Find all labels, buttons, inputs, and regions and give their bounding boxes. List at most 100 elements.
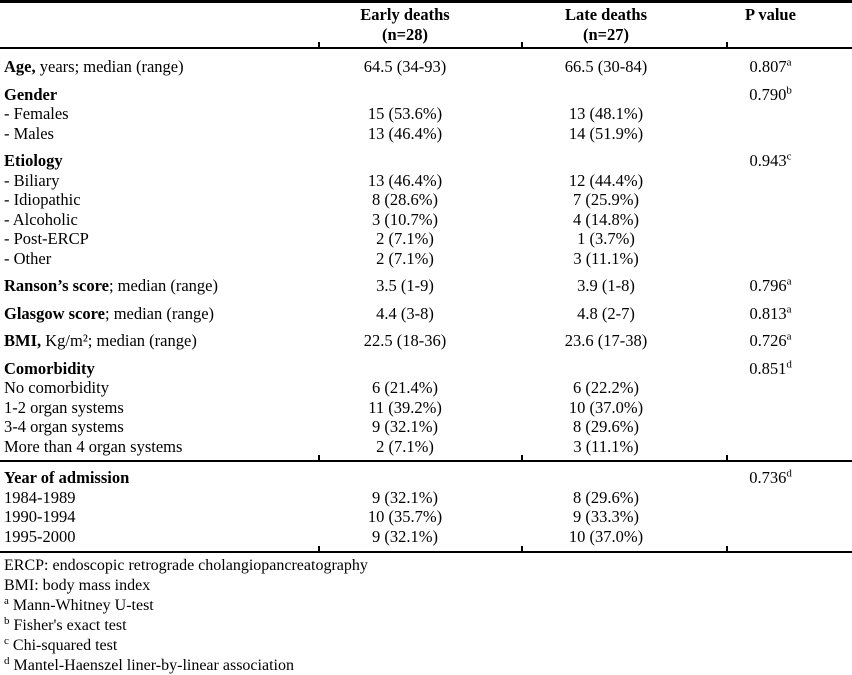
column-tick xyxy=(318,42,320,47)
header-p-value: P value xyxy=(745,5,796,24)
early-deaths-cell: 4.4 (3-8) xyxy=(376,303,434,323)
p-value-cell xyxy=(727,124,852,144)
p-value-cell xyxy=(727,527,852,547)
row-label-cell: More than 4 organ systems xyxy=(4,436,183,456)
early-deaths-cell: 9 (32.1%) xyxy=(372,487,438,507)
row-label-cell: Age, years; median (range) xyxy=(4,57,184,76)
late-deaths-cell: 3 (11.1%) xyxy=(573,436,639,456)
p-value-cell: 0.726a xyxy=(749,330,792,350)
early-deaths-cell: 22.5 (18-36) xyxy=(363,331,447,350)
p-value-cell xyxy=(727,249,852,269)
late-deaths-cell: 12 (44.4%) xyxy=(568,170,644,190)
p-value-cell: 0.736d xyxy=(749,467,792,487)
table-row-year-of-admission: Year of admission 0.736d xyxy=(0,468,852,488)
early-deaths-cell xyxy=(325,151,525,171)
table-row-idiopathic: - Idiopathic 8 (28.6%) 7 (25.9%) xyxy=(0,190,852,210)
early-deaths-cell: 2 (7.1%) xyxy=(376,248,434,268)
early-deaths-cell: 3 (10.7%) xyxy=(372,209,438,229)
p-value-cell xyxy=(727,378,852,398)
header-late-deaths: Late deaths (n=27) xyxy=(525,5,727,47)
early-deaths-cell: 10 (35.7%) xyxy=(367,507,443,526)
early-deaths-cell xyxy=(325,468,525,488)
row-label-cell: - Males xyxy=(4,123,54,143)
table-row-glasgow-score: Glasgow score; median (range) 4.4 (3-8) … xyxy=(0,304,852,324)
early-deaths-cell: 9 (32.1%) xyxy=(372,526,438,546)
row-label-cell: - Females xyxy=(4,104,69,123)
column-tick xyxy=(521,455,523,460)
column-tick xyxy=(726,546,728,551)
p-value-cell xyxy=(727,190,852,210)
column-tick xyxy=(521,546,523,551)
header-empty-cell xyxy=(0,5,325,47)
column-tick xyxy=(318,546,320,551)
late-deaths-cell xyxy=(525,151,727,171)
p-value-cell: 0.790b xyxy=(749,84,792,104)
footnote-b: b Fisher's exact test xyxy=(4,614,127,634)
footnote-ercp: ERCP: endoscopic retrograde cholangiopan… xyxy=(4,557,368,574)
p-value-cell xyxy=(727,104,852,124)
table-row-males: - Males 13 (46.4%) 14 (51.9%) xyxy=(0,124,852,144)
row-label-cell: - Alcoholic xyxy=(4,209,78,229)
row-label-cell: BMI, Kg/m²; median (range) xyxy=(4,331,197,350)
section-divider-rule xyxy=(0,455,852,462)
footnote-d: d Mantel-Haenszel liner-by-linear associa… xyxy=(4,654,294,674)
early-deaths-cell: 13 (46.4%) xyxy=(367,123,443,143)
late-deaths-cell: 1 (3.7%) xyxy=(577,229,635,248)
table-row-1990-1994: 1990-1994 10 (35.7%) 9 (33.3%) xyxy=(0,507,852,527)
table-row-ransons-score: Ranson’s score; median (range) 3.5 (1-9)… xyxy=(0,276,852,296)
row-label-cell: 3-4 organ systems xyxy=(4,417,124,436)
footnote-c: c Chi-squared test xyxy=(4,634,118,654)
late-deaths-cell xyxy=(525,359,727,379)
row-label-cell: - Idiopathic xyxy=(4,190,81,209)
column-tick xyxy=(726,455,728,460)
row-label-cell: 1995-2000 xyxy=(4,526,76,546)
row-label-cell: No comorbidity xyxy=(4,378,109,397)
row-label-cell: 1-2 organ systems xyxy=(4,397,124,417)
late-deaths-cell: 3.9 (1-8) xyxy=(577,276,635,295)
p-value-cell xyxy=(727,398,852,418)
table-row-other: - Other 2 (7.1%) 3 (11.1%) xyxy=(0,249,852,269)
late-deaths-cell: 9 (33.3%) xyxy=(573,507,639,526)
column-tick xyxy=(318,455,320,460)
early-deaths-cell xyxy=(325,359,525,379)
p-value-cell: 0.851d xyxy=(749,358,792,378)
late-deaths-cell: 8 (29.6%) xyxy=(573,487,639,507)
table-row-alcoholic: - Alcoholic 3 (10.7%) 4 (14.8%) xyxy=(0,210,852,230)
row-label-cell: Gender xyxy=(4,84,58,104)
table-row-etiology: Etiology 0.943c xyxy=(0,151,852,171)
p-value-cell: 0.807a xyxy=(749,56,792,76)
row-label-cell: 1990-1994 xyxy=(4,507,76,526)
table-row-1-2-organ-systems: 1-2 organ systems 11 (39.2%) 10 (37.0%) xyxy=(0,398,852,418)
early-deaths-cell: 6 (21.4%) xyxy=(372,378,438,397)
late-deaths-cell: 10 (37.0%) xyxy=(568,397,644,417)
column-tick xyxy=(521,42,523,47)
row-label-cell: - Post-ERCP xyxy=(4,229,89,248)
p-value-cell xyxy=(727,171,852,191)
table-body-year-of-admission: Year of admission 0.736d 1984-1989 9 (32… xyxy=(0,462,852,551)
late-deaths-cell: 4.8 (2-7) xyxy=(577,303,635,323)
table-bottom-rule xyxy=(0,546,852,553)
header-late-line1: Late deaths xyxy=(564,5,648,24)
table-row-bmi: BMI, Kg/m²; median (range) 22.5 (18-36) … xyxy=(0,331,852,351)
late-deaths-cell: 4 (14.8%) xyxy=(573,209,639,229)
late-deaths-cell: 23.6 (17-38) xyxy=(564,331,648,350)
early-deaths-cell: 2 (7.1%) xyxy=(376,229,434,248)
early-deaths-cell: 15 (53.6%) xyxy=(367,104,443,123)
row-label-cell: - Biliary xyxy=(4,170,60,190)
footnotes: ERCP: endoscopic retrograde cholangiopan… xyxy=(0,553,852,675)
p-value-cell xyxy=(727,507,852,527)
p-value-cell: 0.796a xyxy=(749,275,792,295)
table-top-rule xyxy=(0,0,852,3)
header-early-line2: (n=28) xyxy=(381,25,429,44)
early-deaths-cell: 8 (28.6%) xyxy=(372,190,438,209)
late-deaths-cell: 14 (51.9%) xyxy=(568,123,644,143)
late-deaths-cell: 7 (25.9%) xyxy=(573,190,639,209)
column-tick xyxy=(726,42,728,47)
header-late-line2: (n=27) xyxy=(582,25,630,44)
row-label-cell: Year of admission xyxy=(4,468,130,487)
late-deaths-cell: 3 (11.1%) xyxy=(573,248,639,268)
table-row-1984-1989: 1984-1989 9 (32.1%) 8 (29.6%) xyxy=(0,488,852,508)
header-early-deaths: Early deaths (n=28) xyxy=(325,5,525,47)
footnote-bmi: BMI: body mass index xyxy=(4,577,151,594)
